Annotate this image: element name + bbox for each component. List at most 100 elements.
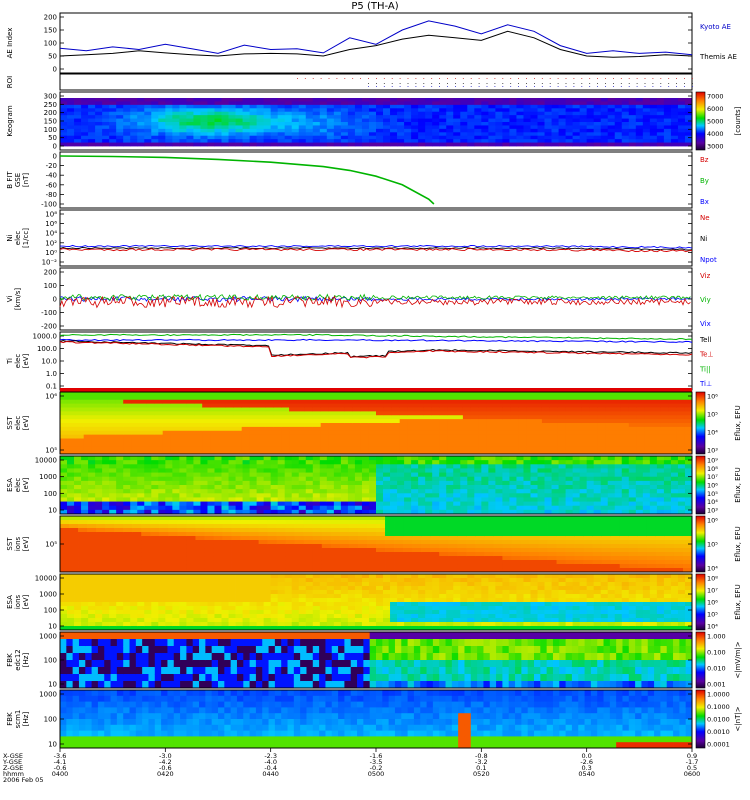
keogram-cell: [390, 118, 398, 123]
keogram-cell: [516, 125, 524, 130]
sst-ion-cell: [583, 516, 594, 521]
sst-elec-cell: [391, 434, 401, 439]
keogram-cell: [221, 118, 229, 123]
keogram-cell: [663, 139, 672, 143]
keogram-cell: [649, 108, 658, 113]
keogram-cell: [368, 122, 377, 126]
sst-ion-cell: [412, 540, 422, 545]
sst-elec-cell: [494, 430, 503, 436]
sst-ion-cell: [357, 548, 368, 553]
temperature-legend-item: Ti||: [699, 365, 711, 373]
esa-elec-cell: [60, 464, 68, 469]
sst-ion-cell: [403, 524, 413, 529]
keogram-cell: [291, 125, 300, 130]
sst-elec-cell: [534, 450, 543, 455]
keogram-cell: [607, 142, 616, 147]
sst-ion-cell: [159, 548, 169, 553]
sst-elec-cell: [526, 411, 535, 416]
keogram-cell: [88, 132, 96, 137]
sst-ion-cell: [592, 568, 603, 573]
sst-elec-cell: [328, 438, 337, 443]
sst-ion-cell: [448, 552, 458, 557]
sst-ion-cell: [231, 556, 241, 561]
keogram-cell: [418, 111, 426, 116]
esa-elec-cell: [530, 476, 538, 482]
keogram-cell: [481, 122, 489, 126]
esa-elec-cell: [495, 472, 503, 478]
sst-ion-cell: [87, 544, 97, 549]
keogram-cell: [235, 108, 243, 113]
sst-elec-cell: [257, 407, 266, 412]
keogram-cell: [530, 98, 538, 102]
esa-elec-cell: [67, 485, 75, 490]
esa-elec-cell: [544, 480, 552, 486]
sst-ion-cell: [285, 516, 296, 521]
sst-elec-cell: [312, 423, 322, 428]
esa-elec-cell: [102, 472, 110, 478]
sst-ion-cell: [502, 524, 512, 529]
sst-ion-cell: [60, 544, 70, 549]
keogram-cell: [256, 108, 265, 113]
esa-elec-cell: [158, 501, 166, 507]
esa-elec-cell: [404, 489, 412, 494]
sst-ion-cell: [303, 536, 314, 541]
sst-elec-cell: [99, 415, 108, 420]
keogram-cell: [418, 118, 426, 123]
sst-elec-cell: [170, 411, 179, 416]
esa-elec-cell: [74, 505, 82, 511]
sst-elec-cell: [644, 419, 653, 424]
sst-elec-cell: [518, 438, 527, 443]
esa-elec-cell: [284, 468, 293, 473]
sst-elec-cell: [644, 434, 653, 439]
sst-elec-cell: [257, 403, 266, 408]
esa-elec-cell: [390, 485, 398, 490]
keogram-cell: [411, 104, 419, 109]
sst-elec-cell: [455, 419, 464, 424]
sst-ion-cell: [538, 568, 548, 573]
keogram-cell: [614, 142, 623, 147]
esa-elec-cell: [418, 489, 426, 494]
keogram-cell: [305, 122, 314, 126]
keogram-colorbar-tick: 7000: [707, 93, 724, 101]
esa-elec-cell: [635, 460, 644, 465]
esa-elec-cell: [193, 489, 201, 494]
esa-elec-cell: [418, 460, 426, 465]
sst-elec-cell: [115, 395, 124, 401]
sst-elec-cell: [494, 419, 503, 424]
esa-elec-cell: [635, 472, 644, 478]
sst-ion-cell: [105, 540, 115, 545]
sst-ion-cell: [601, 544, 612, 549]
keogram-cell: [460, 125, 468, 130]
esa-elec-cell: [165, 468, 173, 473]
sst-elec-cell: [613, 450, 622, 455]
sst-ion-cell: [123, 524, 133, 529]
keogram-cell: [509, 115, 517, 119]
sst-elec-cell: [344, 399, 353, 405]
roi-dot: [462, 86, 464, 87]
keogram-cell: [495, 115, 503, 119]
keogram-cell: [88, 118, 96, 123]
keogram-cell: [565, 139, 574, 143]
esa-elec-cell: [376, 472, 384, 478]
esa-elec-cell: [453, 509, 461, 515]
keogram-cell: [593, 118, 602, 123]
sst-ion-cell: [96, 568, 106, 573]
esa-elec-cell: [88, 505, 96, 511]
sst-elec-cell: [289, 395, 298, 401]
keogram-cell: [523, 125, 531, 130]
sst-elec-cell: [613, 426, 622, 432]
esa-elec-cell: [235, 476, 243, 482]
sst-elec-cell: [162, 399, 171, 405]
sst-ion-cell: [330, 560, 341, 565]
sst-ion-cell: [87, 536, 97, 541]
keogram-cell: [249, 142, 258, 147]
esa-elec-cell: [277, 468, 286, 473]
sst-elec-cell: [470, 450, 480, 455]
keogram-cell: [333, 125, 342, 130]
esa-elec-cell: [600, 485, 609, 490]
esa-elec-cell: [144, 460, 152, 465]
sst-elec-cell: [186, 450, 195, 455]
sst-elec-cell: [91, 442, 100, 447]
sst-elec-cell: [526, 442, 535, 447]
keogram-cell: [530, 128, 538, 133]
